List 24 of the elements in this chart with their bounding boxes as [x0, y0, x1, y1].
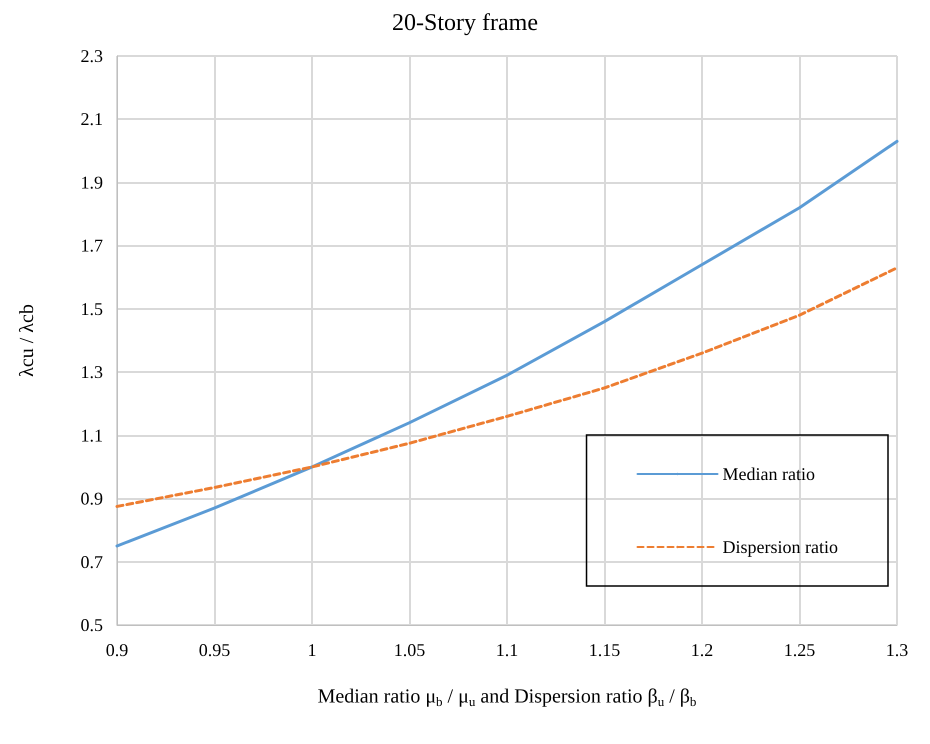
x-tick-label: 1.1 — [496, 640, 518, 660]
x-tick-label: 0.95 — [198, 640, 230, 660]
y-tick-label: 2.1 — [80, 109, 103, 130]
y-tick-label: 1.7 — [80, 236, 103, 256]
y-tick-label: 0.5 — [80, 615, 103, 635]
y-tick-label: 2.3 — [80, 46, 103, 66]
chart-title: 20-Story frame — [392, 10, 538, 36]
x-tick-label: 1.25 — [784, 640, 816, 660]
x-tick-label: 1.2 — [690, 640, 714, 660]
x-tick-label: 1.3 — [886, 640, 908, 660]
y-tick-label: 1.1 — [80, 425, 103, 446]
y-tick-label: 0.9 — [80, 488, 103, 509]
legend-label: Dispersion ratio — [722, 537, 838, 557]
y-tick-label: 1.3 — [80, 362, 103, 382]
x-tick-label: 1.15 — [588, 640, 620, 660]
x-tick-label: 0.9 — [106, 640, 128, 660]
x-tick-label: 1.05 — [394, 640, 426, 660]
line-series — [116, 266, 898, 508]
legend-label: Median ratio — [722, 464, 816, 484]
y-tick-label: 0.7 — [80, 552, 103, 572]
y-tick-label: 1.9 — [80, 172, 103, 192]
y-axis-title: λcu / λcb — [16, 304, 38, 377]
x-tick-label: 1 — [308, 640, 316, 660]
y-tick-label: 1.5 — [80, 298, 103, 319]
